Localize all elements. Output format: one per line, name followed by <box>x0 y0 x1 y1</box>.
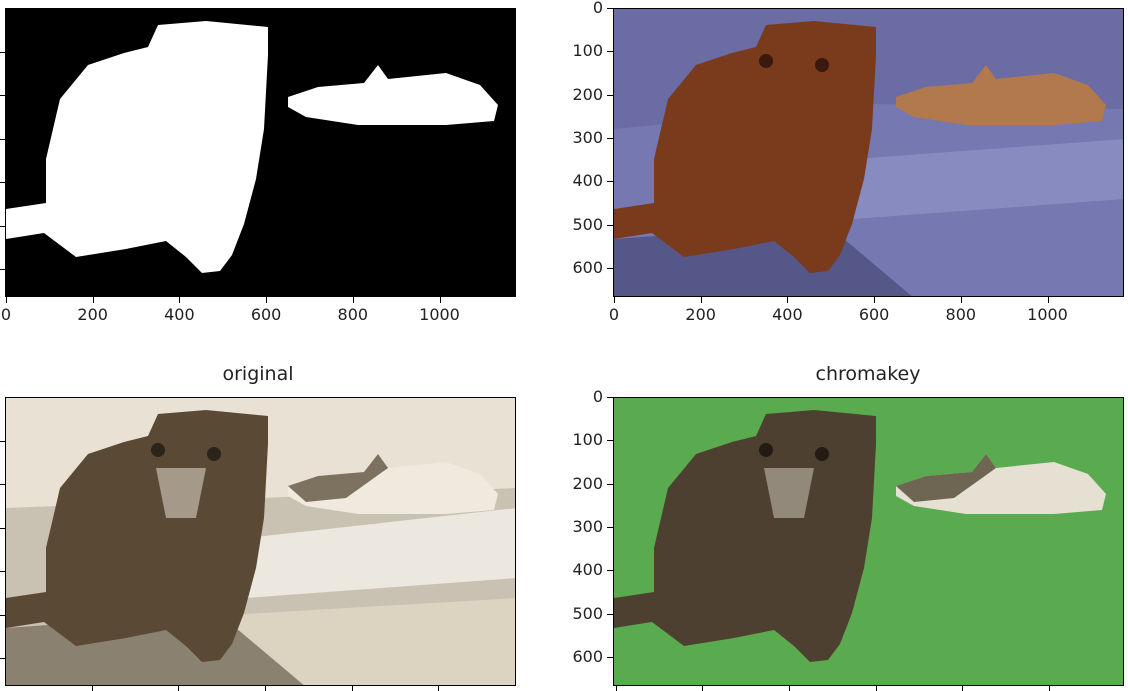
y-tick-label: 100 <box>572 430 603 450</box>
y-tick-mark <box>607 8 613 9</box>
y-tick-mark <box>607 224 613 226</box>
x-tick-mark <box>1047 297 1049 303</box>
x-tick-mark <box>92 297 94 303</box>
y-tick-label: 300 <box>572 517 603 537</box>
x-tick-mark <box>352 297 354 303</box>
cat-photo-image <box>6 398 515 685</box>
mask-overlay-image <box>614 9 1123 296</box>
y-tick-mark <box>607 181 613 183</box>
y-tick-label: 400 <box>572 171 603 191</box>
x-tick-mark <box>787 297 789 303</box>
x-tick-mark <box>614 297 615 303</box>
y-tick-mark <box>607 397 613 398</box>
chromakey-axes <box>613 397 1124 686</box>
x-tick-label: 600 <box>250 305 282 324</box>
x-tick-label: 0 <box>608 305 620 324</box>
y-tick-label: 0 <box>592 387 603 406</box>
y-tick-label: 600 <box>572 647 603 667</box>
x-tick-label: 1000 <box>1027 305 1068 324</box>
y-tick-mark <box>607 527 613 529</box>
x-tick-mark <box>960 297 962 303</box>
y-tick-label: 200 <box>572 473 603 493</box>
y-tick-label: 500 <box>572 214 603 234</box>
y-tick-mark <box>607 268 613 270</box>
chromakey-title: chromakey <box>815 363 921 385</box>
x-tick-label: 400 <box>164 305 195 324</box>
y-tick-label: 0 <box>592 0 603 17</box>
x-tick-label: 600 <box>858 305 890 324</box>
x-tick-mark <box>874 297 876 303</box>
y-tick-label: 300 <box>572 128 603 148</box>
y-tick-label: 200 <box>572 84 603 104</box>
y-tick-label: 400 <box>572 560 603 580</box>
y-tick-mark <box>607 51 613 53</box>
x-tick-mark <box>439 297 441 303</box>
y-tick-mark <box>607 94 613 96</box>
overlay-axes <box>613 8 1124 297</box>
x-tick-label: 800 <box>337 305 369 324</box>
y-tick-label: 100 <box>572 41 603 61</box>
x-tick-mark <box>6 297 7 303</box>
x-tick-mark <box>266 297 268 303</box>
y-tick-mark <box>607 440 613 442</box>
binary-mask-image <box>6 21 498 273</box>
y-tick-mark <box>607 613 613 615</box>
y-tick-mark <box>607 138 613 140</box>
chromakey-image <box>614 398 1123 685</box>
x-tick-label: 800 <box>945 305 977 324</box>
x-tick-label: 0 <box>0 305 12 324</box>
y-tick-mark <box>607 570 613 572</box>
x-tick-mark <box>700 297 702 303</box>
y-tick-label: 600 <box>572 258 603 278</box>
original-title: original <box>222 363 294 385</box>
x-tick-mark <box>179 297 181 303</box>
y-tick-mark <box>607 657 613 659</box>
y-tick-mark <box>607 483 613 485</box>
x-tick-label: 400 <box>772 305 803 324</box>
original-axes <box>5 397 516 686</box>
x-tick-label: 200 <box>77 305 108 324</box>
x-tick-label: 200 <box>685 305 716 324</box>
mask-axes <box>5 8 516 297</box>
y-tick-label: 500 <box>572 603 603 623</box>
x-tick-label: 1000 <box>419 305 460 324</box>
